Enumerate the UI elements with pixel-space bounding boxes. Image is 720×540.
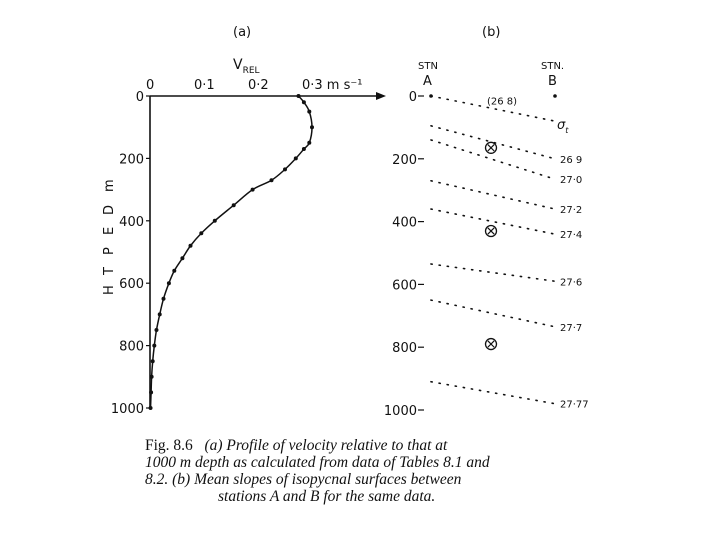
isopycnal-label: 27·0 [560, 175, 582, 186]
y-axis-title-letter: E [102, 227, 117, 235]
depth-tick-labels: 0 200 400 600 800 1000 [384, 90, 424, 419]
data-point [148, 406, 153, 410]
data-point [231, 203, 236, 208]
y-tick-label: 200 [119, 152, 144, 167]
data-point [172, 268, 177, 273]
y-axis-title-letter: P [102, 247, 117, 255]
y-axis-title-letter: D [102, 205, 117, 215]
data-point [212, 218, 217, 223]
data-point [250, 187, 255, 192]
y-tick-labels: 0 200 400 600 800 1000 [111, 90, 150, 417]
data-point [269, 178, 274, 183]
y-tick-label: 1000 [111, 402, 144, 417]
data-point [301, 100, 306, 105]
data-point [149, 390, 154, 395]
y-tick-label: 400 [119, 215, 144, 230]
sigma-t-label: σt [557, 118, 569, 135]
data-point [188, 243, 193, 248]
caption-line-2: 1000 m depth as calculated from data of … [145, 454, 490, 471]
y-tick-label: 600 [119, 277, 144, 292]
isopycnal-label: 27·7 [560, 323, 582, 334]
isopycnal-label: 27·6 [560, 277, 582, 288]
caption-line-4: stations A and B for the same data. [218, 488, 436, 505]
data-point [296, 94, 301, 98]
caption-fig-label: Fig. 8.6 [145, 437, 193, 454]
data-point [161, 296, 166, 301]
isopycnal-label: 27·77 [560, 400, 589, 411]
depth-tick-label: 200 [392, 153, 417, 168]
data-point [154, 328, 159, 332]
data-point [166, 281, 171, 286]
data-point [149, 374, 154, 379]
isopycnal-line [430, 299, 556, 328]
x-tick-label: 0·1 [194, 78, 215, 93]
isopycnal-label: 26 9 [560, 155, 582, 166]
data-point [301, 147, 306, 152]
x-tick-label: 0·2 [248, 78, 269, 93]
isopycnal-label: 27·2 [560, 205, 582, 216]
flow-into-page-icon [484, 224, 498, 238]
isopycnal-line [430, 179, 556, 210]
data-point [283, 167, 287, 172]
y-axis-unit: m [102, 179, 117, 192]
flow-cross-stroke [487, 340, 495, 348]
depth-tick-label: 0 [409, 90, 417, 105]
panel-a-label: (a) [233, 25, 251, 40]
data-point [310, 125, 314, 130]
velocity-profile-line [149, 95, 313, 409]
depth-tick-label: 600 [392, 278, 417, 293]
depth-tick-label: 400 [392, 216, 417, 231]
flow-cross-stroke [487, 144, 495, 152]
data-point [293, 156, 298, 161]
isopycnal-label: (26 8) [487, 97, 517, 108]
panel-b-label: (b) [482, 25, 500, 40]
y-tick-label: 800 [119, 340, 144, 355]
isopycnal-line [430, 139, 556, 181]
isopycnal-label: 27·4 [560, 230, 582, 241]
y-tick-label: 0 [136, 90, 144, 105]
data-point [150, 359, 155, 364]
velocity-profile-points [148, 94, 314, 410]
data-point [180, 256, 185, 261]
station-b-top: STN. [541, 61, 564, 72]
y-axis-title: HT P E Dm [102, 179, 117, 295]
station-a-top: STN [418, 61, 438, 72]
x-axis-title: VREL [233, 57, 260, 76]
data-point [199, 231, 204, 236]
flow-cross-stroke [487, 227, 495, 235]
velocity-profile-panel: (a) VREL 0 0·1 0·2 0·3 m s⁻¹ 0 200 400 600 800 1… [102, 25, 386, 417]
isopycnal-line [430, 263, 556, 283]
flow-markers [484, 141, 498, 351]
isopycnal-line [430, 380, 556, 405]
depth-tick-label: 1000 [384, 404, 417, 419]
data-point [307, 109, 312, 114]
y-axis-title-letter: H [102, 285, 117, 295]
x-tick-label: 0·3 m s⁻¹ [302, 78, 362, 93]
flow-into-page-icon [484, 141, 498, 154]
x-tick-labels: 0 0·1 0·2 0·3 m s⁻¹ [146, 78, 362, 93]
y-axis-title-letter: T [102, 267, 117, 276]
depth-tick-label: 800 [392, 341, 417, 356]
figure-caption: Fig. 8.6 (a) Profile of velocity relativ… [145, 437, 565, 505]
station-a-name: A [423, 74, 432, 89]
data-point [157, 312, 162, 317]
station-b-dot [553, 94, 557, 98]
x-axis-arrow-icon [376, 92, 386, 100]
x-tick-label: 0 [146, 78, 154, 93]
data-point [152, 343, 157, 348]
isopycnal-lines: (26 8) 26 9 27·0 27·2 27·4 27·6 27·7 27·77 [430, 95, 589, 411]
caption-line-1: (a) Profile of velocity relative to that… [204, 437, 448, 454]
isopycnal-panel: (b) STN A STN. B σt 0 200 400 600 800 1000 (2… [384, 25, 589, 419]
data-point [307, 140, 312, 145]
flow-into-page-icon [484, 337, 498, 351]
isopycnal-line [430, 125, 556, 160]
caption-line-3: 8.2. (b) Mean slopes of isopycnal surfac… [145, 471, 462, 488]
station-b-name: B [548, 74, 557, 89]
isopycnal-line [430, 208, 556, 235]
